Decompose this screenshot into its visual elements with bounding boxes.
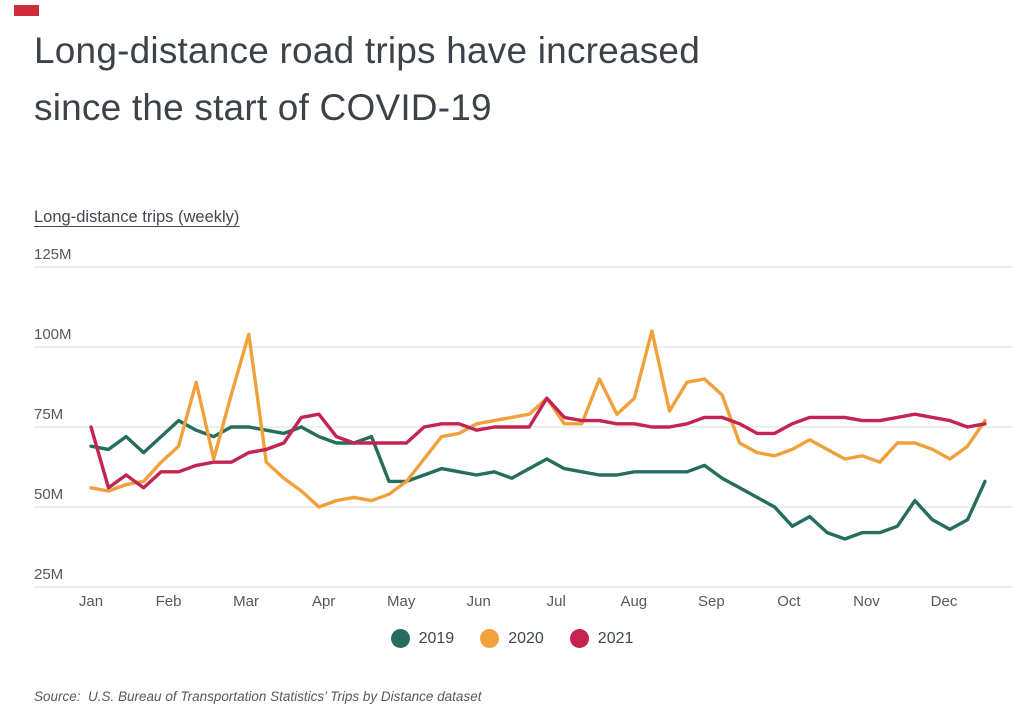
y-tick-label: 25M (34, 566, 63, 583)
x-tick-label: Apr (312, 593, 335, 610)
x-tick-label: Jun (467, 593, 491, 610)
legend-dot (480, 629, 500, 648)
brand-mark (14, 5, 39, 16)
x-tick-label: Mar (233, 593, 259, 610)
x-tick-label: Oct (777, 593, 801, 610)
page-title-line1: Long-distance road trips have increased (34, 30, 700, 71)
series-line-2019 (89, 418, 987, 541)
page-title-line2: since the start of COVID-19 (34, 87, 492, 128)
x-tick-label: Nov (853, 593, 880, 610)
legend-item: 2020 (480, 629, 544, 648)
x-tick-label: Feb (156, 593, 182, 610)
x-tick-label: May (387, 593, 416, 610)
page-title: Long-distance road trips have increased … (34, 22, 974, 136)
legend-dot (390, 629, 410, 648)
series-line-2020 (89, 329, 987, 509)
x-tick-label: Jul (547, 593, 566, 610)
x-tick-label: Dec (931, 593, 958, 610)
legend-label: 2019 (418, 629, 455, 647)
legend: 2019 2020 2021 (0, 629, 1024, 648)
y-tick-label: 125M (34, 246, 72, 263)
x-tick-label: Sep (698, 593, 725, 610)
y-tick-label: 75M (34, 406, 63, 423)
legend-item: 2019 (390, 629, 455, 648)
x-tick-label: Aug (620, 593, 647, 610)
legend-label: 2020 (508, 629, 544, 647)
y-tick-label: 50M (34, 486, 63, 503)
legend-item: 2021 (569, 629, 634, 648)
source-note: Source: U.S. Bureau of Transportation St… (34, 689, 482, 704)
legend-label: 2021 (597, 629, 634, 647)
y-axis-title: Long-distance trips (weekly) (34, 208, 240, 226)
x-tick-label: Jan (79, 593, 103, 610)
legend-dot (569, 629, 589, 648)
series-line-2021 (89, 396, 987, 490)
y-tick-label: 100M (34, 326, 72, 343)
